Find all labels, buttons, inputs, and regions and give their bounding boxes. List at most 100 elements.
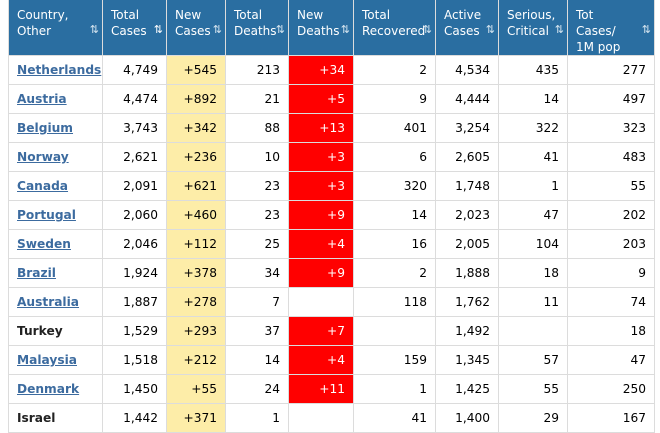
new-cases-cell: +545 (166, 55, 226, 85)
serious-critical-cell: 18 (498, 258, 568, 288)
country-link[interactable]: Malaysia (17, 353, 77, 367)
table-row: Norway 2,621 +236 10 +3 6 2,605 41 483 (8, 142, 655, 172)
column-header-cases-per-million[interactable]: Tot Cases/ 1M pop ⇅ (567, 0, 655, 56)
country-cell: Portugal (8, 200, 103, 230)
column-header-new-cases[interactable]: New Cases ⇅ (166, 0, 226, 56)
serious-critical-cell: 104 (498, 229, 568, 259)
country-link[interactable]: Austria (17, 92, 67, 106)
cases-per-million-cell: 202 (567, 200, 655, 230)
total-cases-cell: 1,887 (102, 287, 167, 317)
table-row: Brazil 1,924 +378 34 +9 2 1,888 18 9 (8, 258, 655, 288)
active-cases-cell: 1,400 (435, 403, 499, 433)
column-header-active-cases[interactable]: Active Cases ⇅ (435, 0, 499, 56)
column-header-new-deaths[interactable]: New Deaths ⇅ (288, 0, 354, 56)
new-cases-cell: +460 (166, 200, 226, 230)
total-deaths-cell: 213 (225, 55, 289, 85)
table-row: Portugal 2,060 +460 23 +9 14 2,023 47 202 (8, 200, 655, 230)
column-header-label: Active Cases (444, 8, 482, 38)
new-deaths-cell: +7 (288, 316, 354, 346)
serious-critical-cell: 435 (498, 55, 568, 85)
total-deaths-cell: 23 (225, 171, 289, 201)
active-cases-cell: 1,345 (435, 345, 499, 375)
new-deaths-cell (288, 403, 354, 433)
column-header-total-deaths[interactable]: Total Deaths ⇅ (225, 0, 289, 56)
sort-icon[interactable]: ⇅ (89, 23, 99, 36)
column-header-label: New Deaths (297, 8, 340, 38)
country-link[interactable]: Netherlands (17, 63, 102, 77)
total-recovered-cell: 401 (353, 113, 436, 143)
country-name: Israel (17, 411, 56, 425)
serious-critical-cell: 1 (498, 171, 568, 201)
country-cell: Belgium (8, 113, 103, 143)
country-cell: Netherlands (8, 55, 103, 85)
total-cases-cell: 4,474 (102, 84, 167, 114)
sort-icon[interactable]: ⇅ (422, 23, 432, 36)
new-deaths-cell: +3 (288, 171, 354, 201)
serious-critical-cell: 14 (498, 84, 568, 114)
cases-per-million-cell: 167 (567, 403, 655, 433)
total-cases-cell: 1,529 (102, 316, 167, 346)
country-link[interactable]: Australia (17, 295, 80, 309)
column-header-label: Tot Cases/ 1M pop (576, 8, 621, 54)
country-cell: Sweden (8, 229, 103, 259)
active-cases-cell: 2,023 (435, 200, 499, 230)
column-header-total-cases[interactable]: Total Cases ⇅ (102, 0, 167, 56)
country-cell: Canada (8, 171, 103, 201)
total-recovered-cell: 159 (353, 345, 436, 375)
country-cell: Australia (8, 287, 103, 317)
cases-per-million-cell: 55 (567, 171, 655, 201)
country-link[interactable]: Belgium (17, 121, 74, 135)
total-recovered-cell: 9 (353, 84, 436, 114)
total-deaths-cell: 21 (225, 84, 289, 114)
cases-per-million-cell: 483 (567, 142, 655, 172)
sort-icon[interactable]: ⇅ (554, 23, 564, 36)
new-deaths-cell (288, 287, 354, 317)
cases-per-million-cell: 497 (567, 84, 655, 114)
new-deaths-cell: +4 (288, 345, 354, 375)
table-row: Malaysia 1,518 +212 14 +4 159 1,345 57 47 (8, 345, 655, 375)
total-deaths-cell: 7 (225, 287, 289, 317)
country-cell: Denmark (8, 374, 103, 404)
total-cases-cell: 1,450 (102, 374, 167, 404)
sort-icon[interactable]: ⇅ (275, 23, 285, 36)
table-row: Turkey 1,529 +293 37 +7 1,492 18 (8, 316, 655, 346)
sort-icon[interactable]: ⇅ (340, 23, 350, 36)
column-header-label: Country, Other (17, 8, 69, 38)
total-recovered-cell: 1 (353, 374, 436, 404)
column-header-country[interactable]: Country, Other ⇅ (8, 0, 103, 56)
country-cell: Brazil (8, 258, 103, 288)
country-link[interactable]: Canada (17, 179, 69, 193)
total-deaths-cell: 10 (225, 142, 289, 172)
total-cases-cell: 2,046 (102, 229, 167, 259)
new-deaths-cell: +11 (288, 374, 354, 404)
country-link[interactable]: Denmark (17, 382, 80, 396)
active-cases-cell: 1,888 (435, 258, 499, 288)
new-deaths-cell: +13 (288, 113, 354, 143)
country-link[interactable]: Brazil (17, 266, 56, 280)
new-cases-cell: +112 (166, 229, 226, 259)
serious-critical-cell: 29 (498, 403, 568, 433)
column-header-total-recovered[interactable]: Total Recovered ⇅ (353, 0, 436, 56)
country-link[interactable]: Sweden (17, 237, 71, 251)
country-cell: Malaysia (8, 345, 103, 375)
country-link[interactable]: Norway (17, 150, 69, 164)
serious-critical-cell: 41 (498, 142, 568, 172)
table-body: Netherlands 4,749 +545 213 +34 2 4,534 435 277 Au… (8, 55, 655, 433)
country-link[interactable]: Portugal (17, 208, 76, 222)
sort-icon[interactable]: ⇅ (485, 23, 495, 36)
active-cases-cell: 2,605 (435, 142, 499, 172)
country-cell: Turkey (8, 316, 103, 346)
total-cases-cell: 1,924 (102, 258, 167, 288)
total-deaths-cell: 24 (225, 374, 289, 404)
new-cases-cell: +371 (166, 403, 226, 433)
cases-per-million-cell: 9 (567, 258, 655, 288)
table-row: Australia 1,887 +278 7 118 1,762 11 74 (8, 287, 655, 317)
column-header-label: Total Cases (111, 8, 147, 38)
active-cases-cell: 3,254 (435, 113, 499, 143)
active-cases-cell: 1,425 (435, 374, 499, 404)
sort-desc-icon[interactable]: ⇅ (153, 23, 163, 36)
sort-icon[interactable]: ⇅ (641, 23, 651, 36)
sort-icon[interactable]: ⇅ (212, 23, 222, 36)
country-cell: Israel (8, 403, 103, 433)
column-header-serious-critical[interactable]: Serious, Critical ⇅ (498, 0, 568, 56)
